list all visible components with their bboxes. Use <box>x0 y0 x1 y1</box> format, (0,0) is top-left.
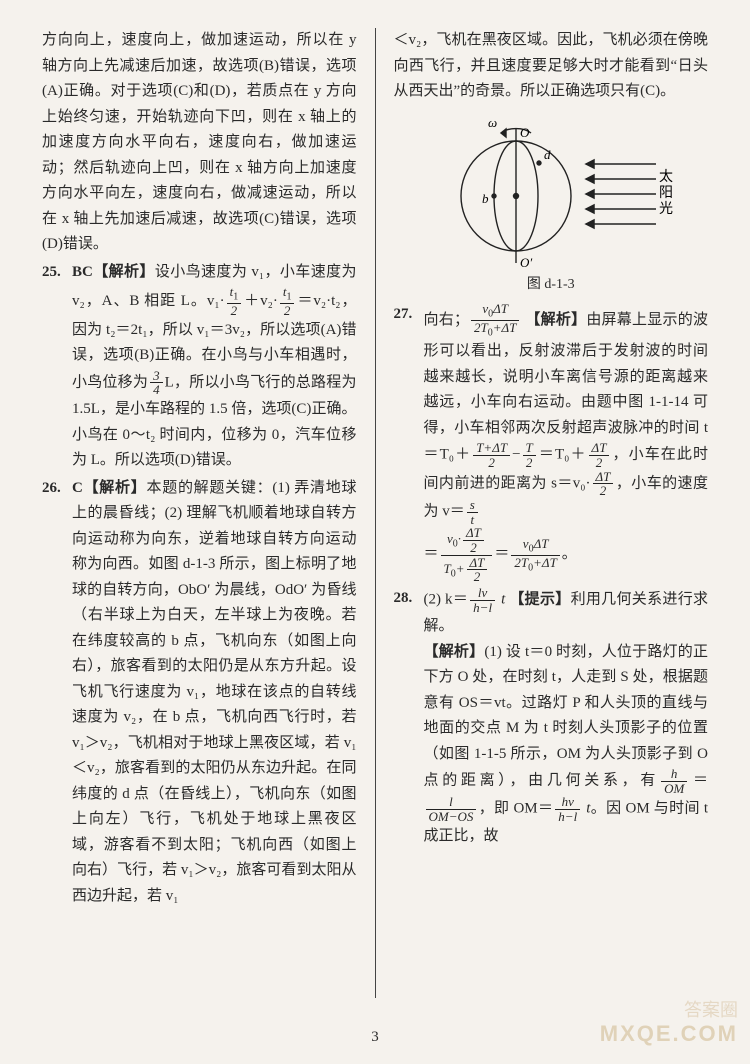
q25: 25. BC【解析】设小鸟速度为 v₁，小车速度为 v₂，A、B 相距 L。v₁… <box>42 260 357 474</box>
fig-sun-2: 阳 <box>659 185 673 201</box>
q28: 28. (2) k＝lvh−l t 【提示】利用几何关系进行求解。 【解析】(1… <box>394 586 709 849</box>
figure-caption: 图 d-1-3 <box>394 273 709 297</box>
q27-text-1: 由屏幕上显示的波形可以看出，反射波滞后于发射波的时间越来越长，说明小车离信号源的… <box>424 312 709 463</box>
q27-text-6: ＝ <box>494 547 509 563</box>
q26-body: C【解析】本题的解题关键：(1) 弄清地球上的晨昏线；(2) 理解飞机顺着地球自… <box>72 476 357 910</box>
figure-d-1-3: ω O O′ b d 太 阳 光 <box>394 111 709 271</box>
fig-b: b <box>482 191 489 206</box>
q27-text-7: 。 <box>562 547 577 563</box>
fig-O: O <box>520 125 530 140</box>
q27-answer-dir: 向右； <box>424 312 469 328</box>
q26-text: 本题的解题关键：(1) 弄清地球上的晨昏线；(2) 理解飞机顺着地球自转方向运动… <box>72 480 357 904</box>
q27-text-5: ＝ <box>424 547 439 563</box>
q24-continuation: 方向向上，速度向上，做加速运动，所以在 y 轴方向上先减速后加速，故选项(B)错… <box>42 28 357 258</box>
q26: 26. C【解析】本题的解题关键：(1) 弄清地球上的晨昏线；(2) 理解飞机顺… <box>42 476 357 910</box>
q27-text-2: ＝T₀＋ <box>538 447 587 463</box>
q28-text-d: ＝ <box>689 773 708 789</box>
q28-number: 28. <box>394 586 424 849</box>
q26-tag: 【解析】 <box>83 480 147 496</box>
fig-Oprime: O′ <box>520 255 532 270</box>
column-divider <box>375 28 376 998</box>
q27: 27. 向右；v0ΔT2T0+ΔT 【解析】由屏幕上显示的波形可以看出，反射波滞… <box>394 302 709 584</box>
q26-continuation: ＜v₂，飞机在黑夜区域。因此，飞机必须在傍晚向西飞行，并且速度要足够大时才能看到… <box>394 28 709 105</box>
fig-omega: ω <box>488 115 497 130</box>
q25-text-b: ＋v₂· <box>243 293 278 309</box>
fig-d: d <box>544 147 551 162</box>
q25-number: 25. <box>42 260 72 474</box>
left-column: 方向向上，速度向上，做加速运动，所以在 y 轴方向上先减速后加速，故选项(B)错… <box>42 28 357 998</box>
q28-tag2: 【解析】 <box>424 644 485 660</box>
q26-number: 26. <box>42 476 72 910</box>
q28-text-e: ，即 OM＝ <box>478 801 553 817</box>
q26-answer: C <box>72 480 83 496</box>
q27-body: 向右；v0ΔT2T0+ΔT 【解析】由屏幕上显示的波形可以看出，反射波滞后于发射… <box>424 302 709 584</box>
q25-tag: 【解析】 <box>93 264 155 280</box>
q27-tag: 【解析】 <box>525 312 586 328</box>
watermark-bottom: MXQE.COM <box>600 1015 738 1052</box>
q25-body: BC【解析】设小鸟速度为 v₁，小车速度为 v₂，A、B 相距 L。v₁·t12… <box>72 260 357 474</box>
fig-sun-1: 太 <box>659 169 673 185</box>
q28-text-a: (2) k＝ <box>424 591 469 607</box>
q25-answer: BC <box>72 264 93 280</box>
q28-hint-tag: 【提示】 <box>509 591 570 607</box>
q28-body: (2) k＝lvh−l t 【提示】利用几何关系进行求解。 【解析】(1) 设 … <box>424 586 709 849</box>
right-column: ＜v₂，飞机在黑夜区域。因此，飞机必须在傍晚向西飞行，并且速度要足够大时才能看到… <box>394 28 709 998</box>
fig-sun-3: 光 <box>659 201 673 217</box>
q27-number: 27. <box>394 302 424 584</box>
